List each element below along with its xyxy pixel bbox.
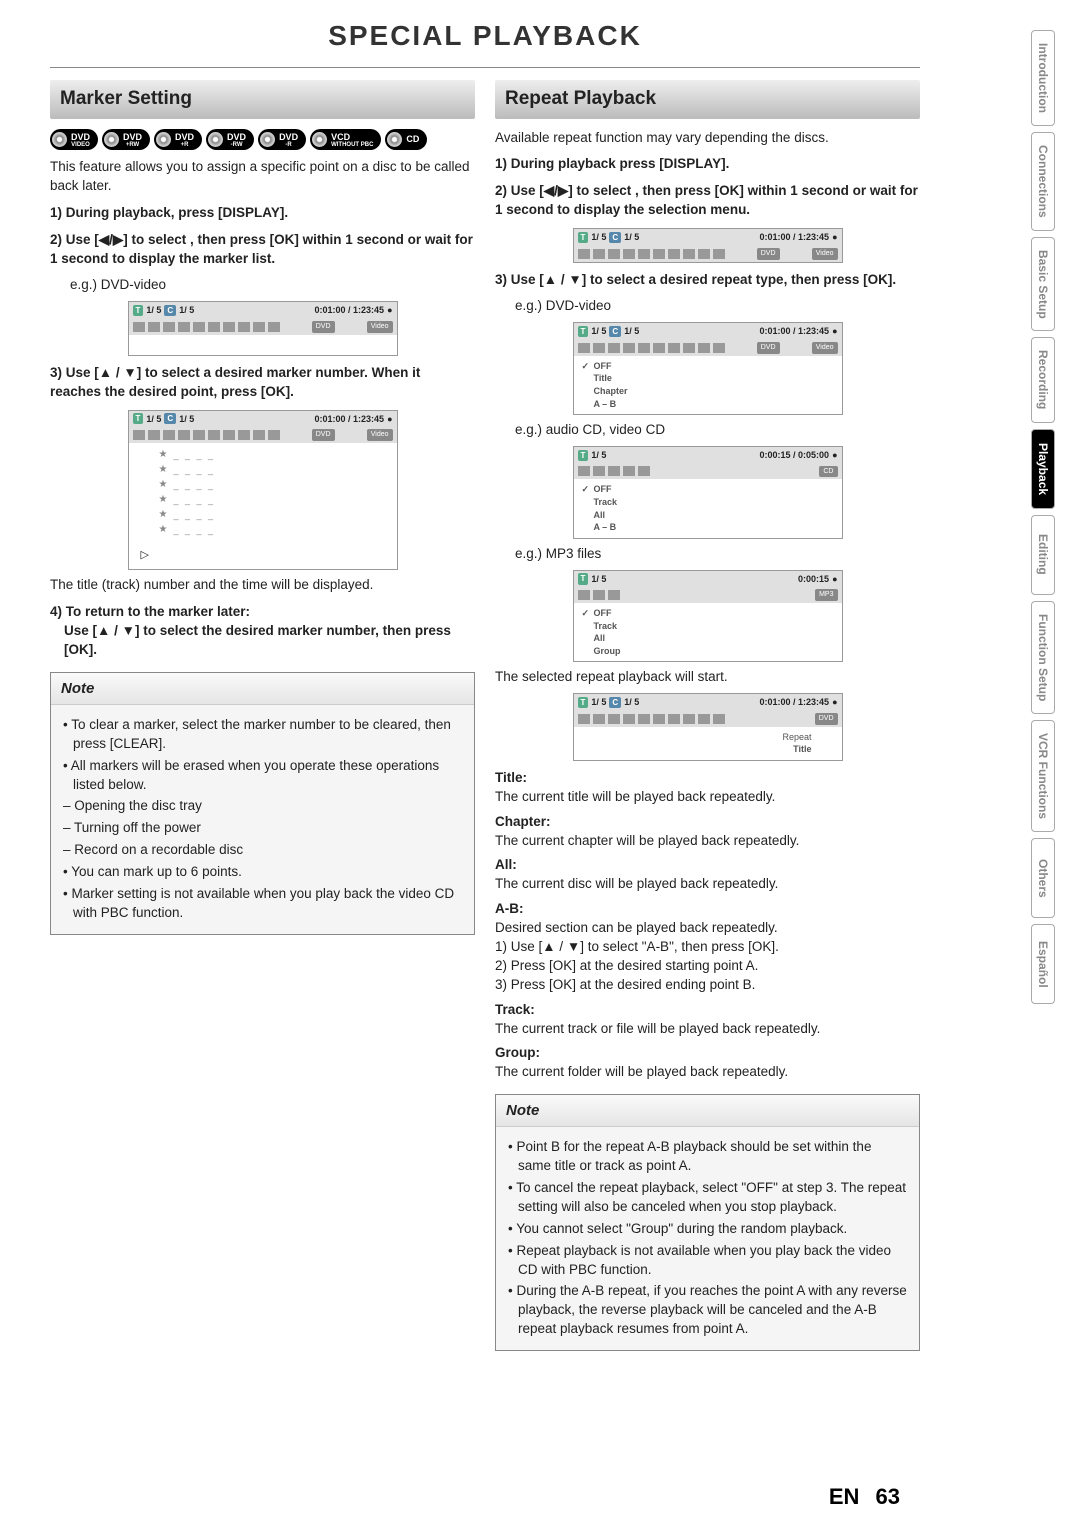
- def-desc: The current disc will be played back rep…: [495, 875, 920, 894]
- note-item: To clear a marker, select the marker num…: [63, 716, 462, 754]
- page-content: SPECIAL PLAYBACK Marker Setting DVDVIDEO…: [50, 0, 920, 1351]
- sidebar-tab[interactable]: Others: [1031, 838, 1055, 918]
- disc-badge: VCDWITHOUT PBC: [310, 129, 381, 150]
- repeat-eg-mp3: e.g.) MP3 files: [515, 545, 920, 564]
- marker-intro: This feature allows you to assign a spec…: [50, 158, 475, 196]
- sidebar-tab[interactable]: Editing: [1031, 515, 1055, 595]
- marker-eg1: e.g.) DVD-video: [70, 276, 475, 295]
- marker-after3: The title (track) number and the time wi…: [50, 576, 475, 595]
- note-item: You cannot select "Group" during the ran…: [508, 1220, 907, 1239]
- note-item: Opening the disc tray: [63, 797, 462, 816]
- marker-step2: 2) Use [◀/▶] to select , then press [OK]…: [50, 231, 475, 269]
- footer-lang: EN: [829, 1484, 860, 1509]
- def-term: A-B:: [495, 900, 920, 919]
- def-term: Chapter:: [495, 813, 920, 832]
- osd-repeat-dvd: T1/ 5C1/ 50:01:00 / 1:23:45● DVDVideo OF…: [573, 322, 843, 415]
- disc-badge: DVD+R: [154, 129, 202, 150]
- repeat-step1: 1) During playback press [DISPLAY].: [495, 155, 920, 174]
- marker-step3: 3) Use [▲ / ▼] to select a desired marke…: [50, 364, 475, 402]
- def-term: Track:: [495, 1001, 920, 1020]
- repeat-step2: 2) Use [◀/▶] to select , then press [OK]…: [495, 182, 920, 220]
- note-item: You can mark up to 6 points.: [63, 863, 462, 882]
- disc-badge: DVD-RW: [206, 129, 254, 150]
- osd-repeat-final: T1/ 5C1/ 50:01:00 / 1:23:45● DVD Repeat …: [573, 693, 843, 761]
- note-item: Point B for the repeat A-B playback shou…: [508, 1138, 907, 1176]
- def-desc: The current title will be played back re…: [495, 788, 920, 807]
- sidebar-tab[interactable]: Español: [1031, 924, 1055, 1004]
- note-title: Note: [51, 673, 474, 705]
- def-desc: The current chapter will be played back …: [495, 832, 920, 851]
- note-item: Repeat playback is not available when yo…: [508, 1242, 907, 1280]
- page-footer: EN 63: [829, 1484, 900, 1510]
- disc-badge: CD: [385, 129, 427, 150]
- marker-step4b: Use [▲ / ▼] to select the desired marker…: [64, 622, 475, 660]
- note-item: To cancel the repeat playback, select "O…: [508, 1179, 907, 1217]
- note-item: Turning off the power: [63, 819, 462, 838]
- divider: [50, 67, 920, 68]
- marker-header: Marker Setting: [50, 80, 475, 119]
- sidebar-tab[interactable]: VCR Functions: [1031, 720, 1055, 832]
- disc-badges: DVDVIDEODVD+RWDVD+RDVD-RWDVD-RVCDWITHOUT…: [50, 129, 475, 150]
- sidebar-tab[interactable]: Basic Setup: [1031, 237, 1055, 332]
- note-item: All markers will be erased when you oper…: [63, 757, 462, 795]
- repeat-intro: Available repeat function may vary depen…: [495, 129, 920, 148]
- def-term: Group:: [495, 1044, 920, 1063]
- sidebar-tab[interactable]: Introduction: [1031, 30, 1055, 126]
- note-item: During the A-B repeat, if you reaches th…: [508, 1282, 907, 1339]
- marker-step1: 1) During playback, press [DISPLAY].: [50, 204, 475, 223]
- columns: Marker Setting DVDVIDEODVD+RWDVD+RDVD-RW…: [50, 80, 920, 1351]
- def-term: Title:: [495, 769, 920, 788]
- sidebar-tab[interactable]: Playback: [1031, 429, 1055, 509]
- footer-page: 63: [876, 1484, 900, 1509]
- repeat-eg-cd: e.g.) audio CD, video CD: [515, 421, 920, 440]
- note-title: Note: [496, 1095, 919, 1127]
- def-desc: The current folder will be played back r…: [495, 1063, 920, 1082]
- def-desc: Desired section can be played back repea…: [495, 919, 920, 995]
- osd-repeat-menu: T1/ 5C1/ 50:01:00 / 1:23:45● DVDVideo: [573, 228, 843, 262]
- repeat-definitions: Title:The current title will be played b…: [495, 769, 920, 1082]
- repeat-eg-dvd: e.g.) DVD-video: [515, 297, 920, 316]
- repeat-step3: 3) Use [▲ / ▼] to select a desired repea…: [495, 271, 920, 290]
- marker-step4a: 4) To return to the marker later:: [50, 603, 475, 622]
- repeat-column: Repeat Playback Available repeat functio…: [495, 80, 920, 1351]
- osd-repeat-mp3: T1/ 50:00:15● MP3 OFFTrackAllGroup: [573, 570, 843, 663]
- osd-repeat-cd: T1/ 50:00:15 / 0:05:00● CD OFFTrackAllA …: [573, 446, 843, 539]
- marker-note: Note To clear a marker, select the marke…: [50, 672, 475, 935]
- sidebar-tab[interactable]: Function Setup: [1031, 601, 1055, 714]
- osd-marker-1: T1/ 5C1/ 50:01:00 / 1:23:45● DVDVideo: [128, 301, 398, 355]
- note-item: Marker setting is not available when you…: [63, 885, 462, 923]
- sidebar-tabs: Introduction Connections Basic Setup Record…: [1031, 30, 1055, 1004]
- def-term: All:: [495, 856, 920, 875]
- repeat-header: Repeat Playback: [495, 80, 920, 119]
- disc-badge: DVDVIDEO: [50, 129, 98, 150]
- disc-badge: DVD+RW: [102, 129, 150, 150]
- def-desc: The current track or file will be played…: [495, 1020, 920, 1039]
- sidebar-tab[interactable]: Connections: [1031, 132, 1055, 231]
- sidebar-tab[interactable]: Recording: [1031, 337, 1055, 422]
- disc-badge: DVD-R: [258, 129, 306, 150]
- repeat-after: The selected repeat playback will start.: [495, 668, 920, 687]
- repeat-note: Note Point B for the repeat A-B playback…: [495, 1094, 920, 1351]
- osd-marker-2: T1/ 5C1/ 50:01:00 / 1:23:45● DVDVideo ★_…: [128, 410, 398, 571]
- page-title: SPECIAL PLAYBACK: [50, 20, 920, 52]
- note-item: Record on a recordable disc: [63, 841, 462, 860]
- marker-column: Marker Setting DVDVIDEODVD+RWDVD+RDVD-RW…: [50, 80, 475, 1351]
